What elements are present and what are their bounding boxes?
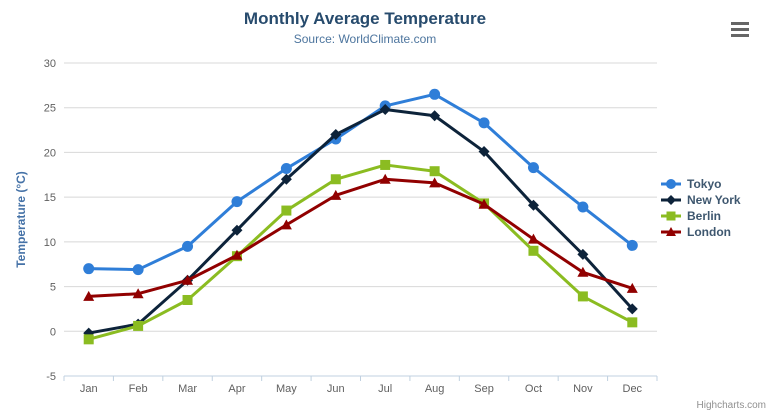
data-point-tokyo[interactable] bbox=[83, 263, 95, 275]
data-point-london[interactable] bbox=[83, 290, 95, 301]
x-axis-label: Aug bbox=[425, 383, 445, 395]
data-point-london[interactable] bbox=[182, 274, 194, 285]
data-point-london[interactable] bbox=[231, 249, 243, 260]
legend: Tokyo New York Berlin London bbox=[660, 176, 741, 239]
legend-symbol-marker bbox=[666, 226, 676, 236]
legend-symbol-triangle bbox=[661, 226, 681, 236]
data-point-london[interactable] bbox=[330, 189, 342, 200]
legend-label: Tokyo bbox=[687, 176, 722, 191]
x-axis-label: Jan bbox=[80, 383, 98, 395]
legend-label: London bbox=[687, 224, 731, 239]
data-point-tokyo[interactable] bbox=[626, 239, 638, 251]
data-point-tokyo[interactable] bbox=[577, 201, 589, 213]
data-point-berlin[interactable] bbox=[627, 317, 638, 328]
data-point-new-york[interactable] bbox=[527, 199, 539, 211]
data-point-london[interactable] bbox=[527, 233, 539, 244]
data-point-tokyo[interactable] bbox=[182, 240, 194, 252]
hamburger-icon bbox=[731, 21, 749, 37]
data-point-new-york[interactable] bbox=[280, 173, 292, 185]
y-axis-label: 30 bbox=[44, 58, 56, 70]
data-point-london[interactable] bbox=[132, 288, 144, 299]
data-point-tokyo[interactable] bbox=[527, 162, 539, 174]
data-point-london[interactable] bbox=[379, 173, 391, 184]
data-point-new-york[interactable] bbox=[429, 110, 441, 122]
y-axis-label: 5 bbox=[50, 282, 56, 294]
data-point-berlin[interactable] bbox=[330, 174, 341, 185]
data-point-berlin[interactable] bbox=[528, 245, 539, 256]
data-point-berlin[interactable] bbox=[83, 334, 94, 345]
data-point-london[interactable] bbox=[626, 282, 638, 293]
y-axis-label: 0 bbox=[50, 326, 56, 338]
chart-subtitle: Source: WorldClimate.com bbox=[293, 32, 437, 46]
legend-symbol-square bbox=[661, 211, 681, 220]
y-axis-label: 25 bbox=[44, 103, 56, 115]
x-axis-label: Jul bbox=[378, 383, 392, 395]
y-axis-label: 10 bbox=[44, 237, 56, 249]
data-point-tokyo[interactable] bbox=[478, 117, 490, 129]
x-axis-label: Apr bbox=[228, 383, 245, 395]
legend-item-berlin[interactable]: Berlin bbox=[660, 208, 741, 223]
export-menu-button[interactable] bbox=[727, 18, 753, 40]
data-point-new-york[interactable] bbox=[231, 224, 243, 236]
legend-label: New York bbox=[687, 192, 741, 207]
data-point-berlin[interactable] bbox=[281, 205, 292, 216]
data-point-berlin[interactable] bbox=[429, 166, 440, 177]
data-point-new-york[interactable] bbox=[379, 104, 391, 116]
data-point-london[interactable] bbox=[280, 219, 292, 230]
data-point-new-york[interactable] bbox=[478, 146, 490, 158]
data-point-london[interactable] bbox=[429, 177, 441, 188]
data-point-london[interactable] bbox=[577, 266, 589, 277]
series-line-berlin bbox=[87, 163, 634, 341]
data-point-new-york[interactable] bbox=[626, 303, 638, 315]
x-axis-label: Dec bbox=[623, 383, 643, 395]
credits-link[interactable]: Highcharts.com bbox=[696, 400, 766, 411]
x-axis-label: Jun bbox=[327, 383, 345, 395]
legend-symbol-marker bbox=[666, 178, 676, 189]
legend-item-tokyo[interactable]: Tokyo bbox=[660, 176, 741, 191]
chart-title: Monthly Average Temperature bbox=[243, 9, 487, 28]
data-point-london[interactable] bbox=[478, 198, 490, 209]
data-point-berlin[interactable] bbox=[182, 294, 193, 305]
y-axis-label: 15 bbox=[44, 192, 56, 204]
data-point-tokyo[interactable] bbox=[132, 264, 144, 276]
data-point-new-york[interactable] bbox=[330, 129, 342, 141]
legend-symbol-marker bbox=[666, 194, 676, 205]
series-london bbox=[83, 173, 638, 301]
x-axis-label: Sep bbox=[474, 383, 494, 395]
x-axis-label: Feb bbox=[129, 383, 148, 395]
series-new-york bbox=[83, 104, 638, 339]
data-point-berlin[interactable] bbox=[577, 291, 588, 302]
data-point-tokyo[interactable] bbox=[280, 163, 292, 175]
data-point-tokyo[interactable] bbox=[231, 196, 243, 208]
legend-symbol-marker bbox=[666, 211, 676, 220]
series-line-london bbox=[87, 177, 634, 298]
series-line-new-york bbox=[87, 108, 634, 335]
series-tokyo bbox=[83, 88, 638, 276]
data-point-new-york[interactable] bbox=[577, 248, 589, 260]
x-axis-label: Oct bbox=[525, 383, 542, 395]
legend-symbol-diamond bbox=[661, 194, 681, 205]
y-axis-label: 20 bbox=[44, 147, 56, 159]
y-axis-title: Temperature (°C) bbox=[14, 171, 28, 268]
legend-symbol-circle bbox=[661, 178, 681, 189]
data-point-tokyo[interactable] bbox=[429, 88, 441, 100]
legend-item-london[interactable]: London bbox=[660, 224, 741, 239]
x-axis-label: Nov bbox=[573, 383, 593, 395]
legend-label: Berlin bbox=[687, 208, 722, 223]
legend-item-new-york[interactable]: New York bbox=[660, 192, 741, 207]
data-point-berlin[interactable] bbox=[380, 159, 391, 170]
y-axis-label: -5 bbox=[46, 371, 56, 383]
data-point-berlin[interactable] bbox=[133, 320, 144, 331]
x-axis-label: May bbox=[276, 383, 297, 395]
x-axis-label: Mar bbox=[178, 383, 197, 395]
